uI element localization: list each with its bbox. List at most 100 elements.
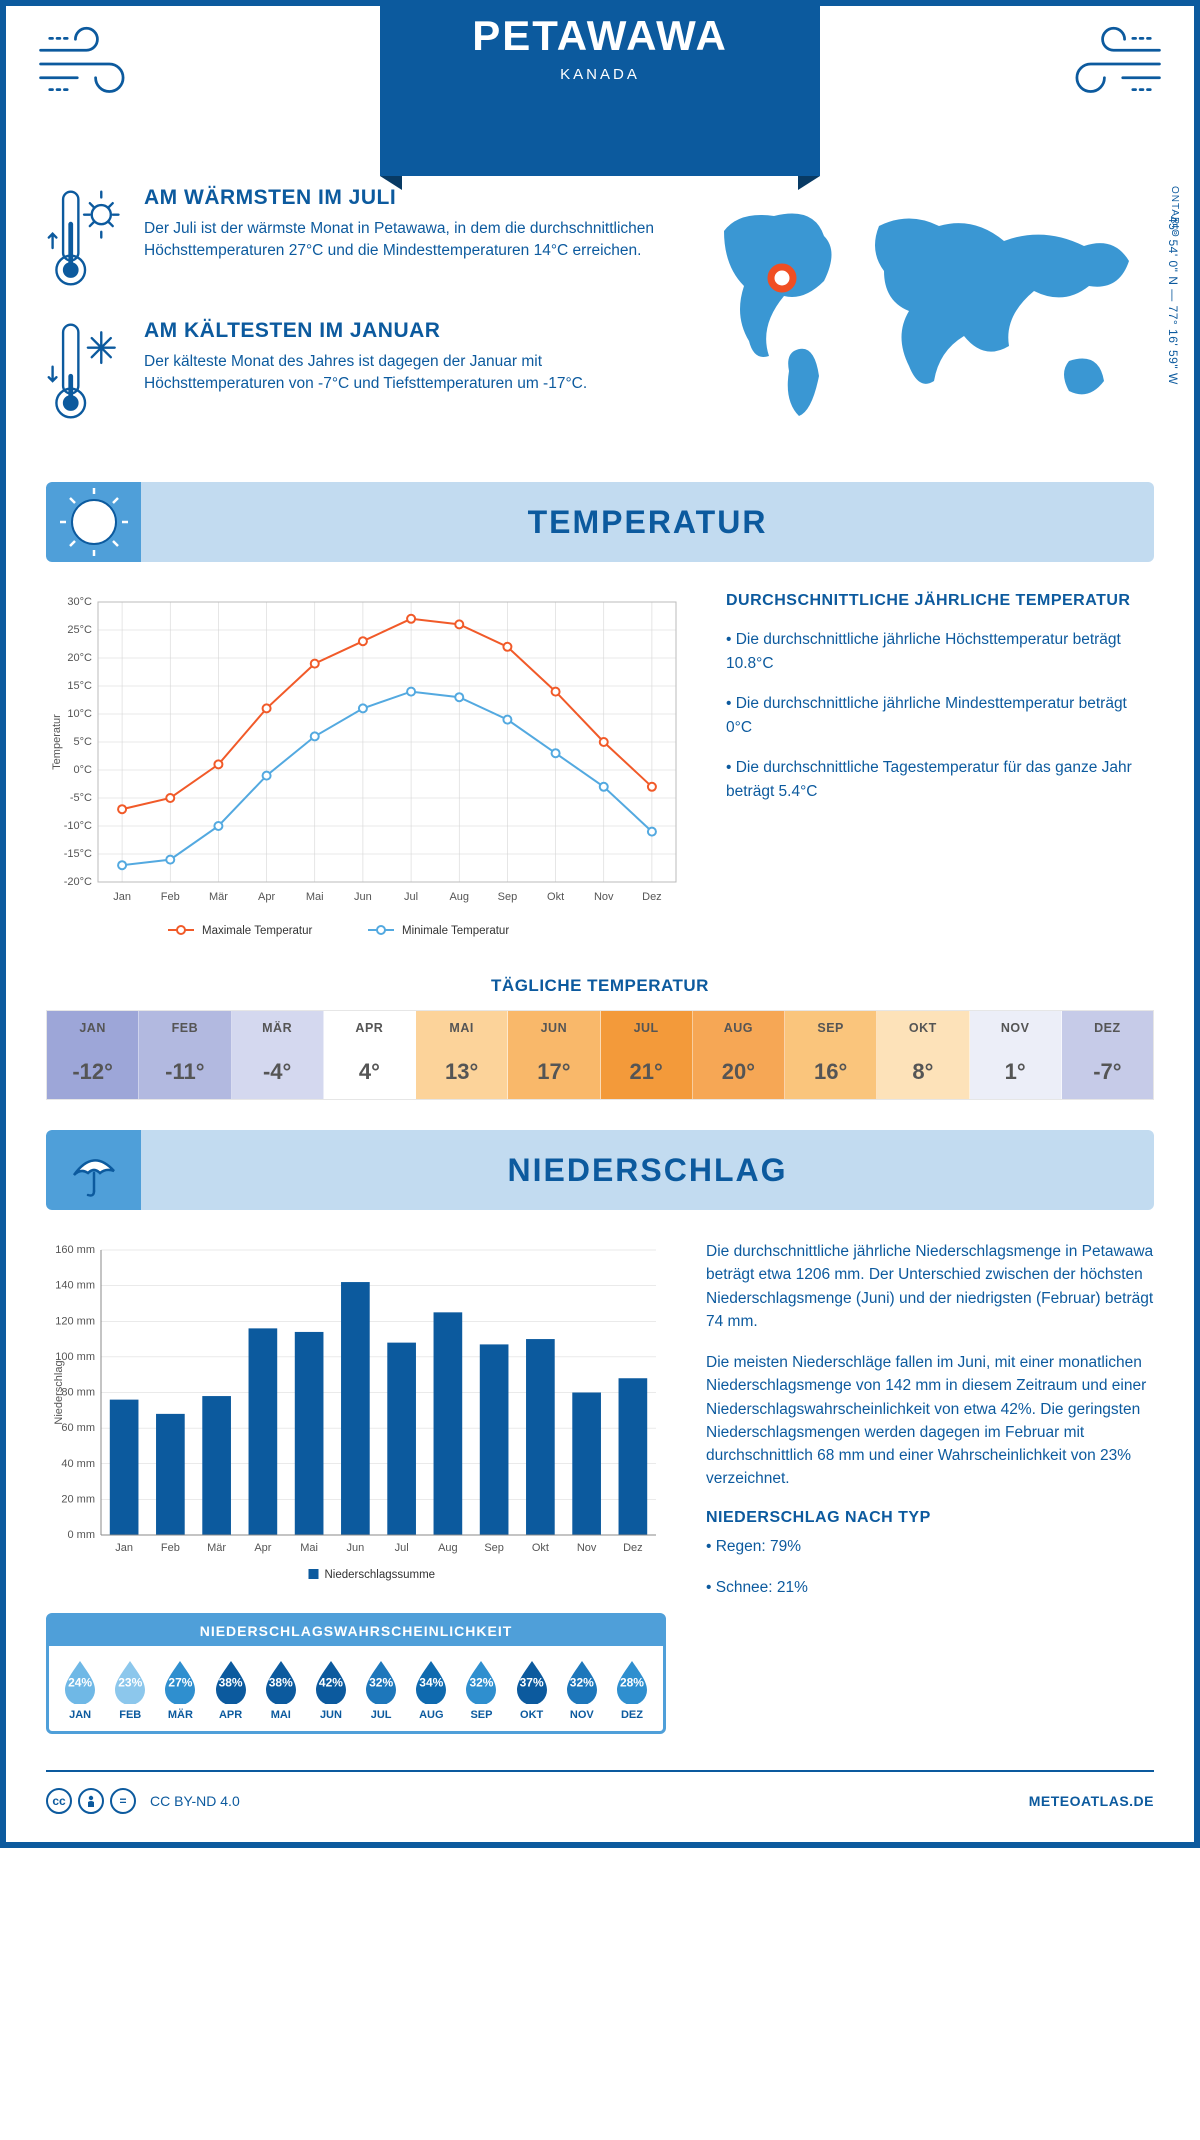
svg-text:Mär: Mär [209, 891, 228, 903]
svg-text:160 mm: 160 mm [55, 1244, 95, 1256]
cc-by-icon [78, 1788, 104, 1814]
svg-text:140 mm: 140 mm [55, 1280, 95, 1292]
svg-text:Apr: Apr [258, 891, 275, 903]
svg-text:Jun: Jun [347, 1542, 365, 1554]
cc-nd-icon: = [110, 1788, 136, 1814]
daily-temp-grid: JAN-12°FEB-11°MÄR-4°APR4°MAI13°JUN17°JUL… [46, 1010, 1154, 1100]
raindrop-icon: 27% [161, 1658, 199, 1704]
wind-swirl-right-icon [1054, 24, 1164, 104]
svg-text:-5°C: -5°C [70, 792, 92, 804]
svg-text:Sep: Sep [484, 1542, 504, 1554]
coordinates-label: 45° 54' 0" N — 77° 16' 59" W [1166, 216, 1180, 385]
raindrop-icon: 32% [462, 1658, 500, 1704]
raindrop-icon: 38% [262, 1658, 300, 1704]
svg-text:25°C: 25°C [67, 624, 92, 636]
city-title: PETAWAWA [380, 12, 820, 60]
daily-temp-cell: AUG20° [693, 1011, 785, 1099]
daily-temp-cell: MÄR-4° [232, 1011, 324, 1099]
precip-prob-cell: 28%DEZ [607, 1658, 657, 1721]
precip-by-type-2: • Schnee: 21% [706, 1576, 1154, 1599]
raindrop-icon: 24% [61, 1658, 99, 1704]
precip-prob-cell: 38%MAI [256, 1658, 306, 1721]
raindrop-icon: 28% [613, 1658, 651, 1704]
svg-text:Jul: Jul [404, 891, 418, 903]
raindrop-icon: 32% [563, 1658, 601, 1704]
cc-icon: cc [46, 1788, 72, 1814]
svg-text:Sep: Sep [498, 891, 518, 903]
raindrop-icon: 32% [362, 1658, 400, 1704]
coldest-text: Der kälteste Monat des Jahres ist dagege… [144, 351, 654, 396]
title-banner: PETAWAWA KANADA [380, 0, 820, 176]
svg-text:Feb: Feb [161, 891, 180, 903]
svg-text:Feb: Feb [161, 1542, 180, 1554]
svg-text:20 mm: 20 mm [61, 1493, 95, 1505]
temperature-line-chart: -20°C-15°C-10°C-5°C0°C5°C10°C15°C20°C25°… [46, 592, 686, 952]
precip-prob-cell: 23%FEB [105, 1658, 155, 1721]
daily-temp-title: TÄGLICHE TEMPERATUR [46, 976, 1154, 996]
coldest-block: AM KÄLTESTEN IM JANUAR Der kälteste Mona… [46, 319, 654, 424]
svg-text:80 mm: 80 mm [61, 1387, 95, 1399]
warmest-block: AM WÄRMSTEN IM JULI Der Juli ist der wär… [46, 186, 654, 291]
license-label: CC BY-ND 4.0 [150, 1793, 240, 1809]
coldest-title: AM KÄLTESTEN IM JANUAR [144, 319, 654, 343]
svg-text:-10°C: -10°C [64, 820, 92, 832]
svg-text:Dez: Dez [623, 1542, 643, 1554]
daily-temp-cell: OKT8° [877, 1011, 969, 1099]
daily-temp-cell: JUN17° [508, 1011, 600, 1099]
svg-text:Temperatur: Temperatur [51, 714, 63, 770]
precip-prob-cell: 24%JAN [55, 1658, 105, 1721]
precip-prob-cell: 42%JUN [306, 1658, 356, 1721]
precip-prob-cell: 32%SEP [456, 1658, 506, 1721]
svg-text:10°C: 10°C [67, 708, 92, 720]
daily-temp-cell: JAN-12° [47, 1011, 139, 1099]
svg-text:Mai: Mai [306, 891, 324, 903]
svg-text:Jan: Jan [115, 1542, 133, 1554]
temperature-facts: DURCHSCHNITTLICHE JÄHRLICHE TEMPERATUR •… [726, 592, 1154, 952]
svg-text:15°C: 15°C [67, 680, 92, 692]
svg-text:Aug: Aug [438, 1542, 458, 1554]
thermometer-hot-icon [46, 186, 126, 291]
umbrella-icon [66, 1143, 121, 1198]
svg-text:60 mm: 60 mm [61, 1422, 95, 1434]
footer: cc = CC BY-ND 4.0 METEOATLAS.DE [46, 1770, 1154, 1822]
svg-text:Minimale Temperatur: Minimale Temperatur [402, 925, 509, 937]
brand-label: METEOATLAS.DE [1029, 1793, 1154, 1809]
temp-fact-3: • Die durchschnittliche Tagestemperatur … [726, 756, 1154, 804]
precip-prob-cell: 32%NOV [557, 1658, 607, 1721]
svg-text:0 mm: 0 mm [68, 1529, 96, 1541]
svg-text:40 mm: 40 mm [61, 1458, 95, 1470]
svg-text:-20°C: -20°C [64, 876, 92, 888]
daily-temp-cell: NOV1° [970, 1011, 1062, 1099]
summary-row: AM WÄRMSTEN IM JULI Der Juli ist der wär… [46, 186, 1154, 452]
svg-text:Maximale Temperatur: Maximale Temperatur [202, 925, 313, 937]
svg-text:Aug: Aug [449, 891, 469, 903]
daily-temp-cell: FEB-11° [139, 1011, 231, 1099]
sun-icon [64, 492, 124, 552]
svg-text:Jun: Jun [354, 891, 372, 903]
daily-temp-cell: SEP16° [785, 1011, 877, 1099]
raindrop-icon: 34% [412, 1658, 450, 1704]
raindrop-icon: 42% [312, 1658, 350, 1704]
precip-prob-cell: 37%OKT [507, 1658, 557, 1721]
temperature-title: TEMPERATUR [141, 504, 1154, 541]
svg-text:0°C: 0°C [74, 764, 93, 776]
precip-by-type-title: NIEDERSCHLAG NACH TYP [706, 1509, 1154, 1527]
daily-temp-cell: APR4° [324, 1011, 416, 1099]
temp-fact-2: • Die durchschnittliche jährliche Mindes… [726, 692, 1154, 740]
daily-temp-cell: DEZ-7° [1062, 1011, 1153, 1099]
svg-text:Niederschlagssumme: Niederschlagssumme [325, 1569, 436, 1581]
raindrop-icon: 37% [513, 1658, 551, 1704]
raindrop-icon: 38% [212, 1658, 250, 1704]
thermometer-cold-icon [46, 319, 126, 424]
svg-text:Jan: Jan [113, 891, 131, 903]
world-map-icon [684, 186, 1154, 436]
svg-text:-15°C: -15°C [64, 848, 92, 860]
precipitation-text: Die durchschnittliche jährliche Niedersc… [706, 1240, 1154, 1734]
precip-prob-cell: 27%MÄR [155, 1658, 205, 1721]
temperature-section-header: TEMPERATUR [46, 482, 1154, 562]
svg-text:Okt: Okt [547, 891, 564, 903]
temp-facts-title: DURCHSCHNITTLICHE JÄHRLICHE TEMPERATUR [726, 592, 1154, 610]
precip-prob-cell: 32%JUL [356, 1658, 406, 1721]
warmest-text: Der Juli ist der wärmste Monat in Petawa… [144, 218, 654, 263]
header: PETAWAWA KANADA [46, 6, 1154, 176]
